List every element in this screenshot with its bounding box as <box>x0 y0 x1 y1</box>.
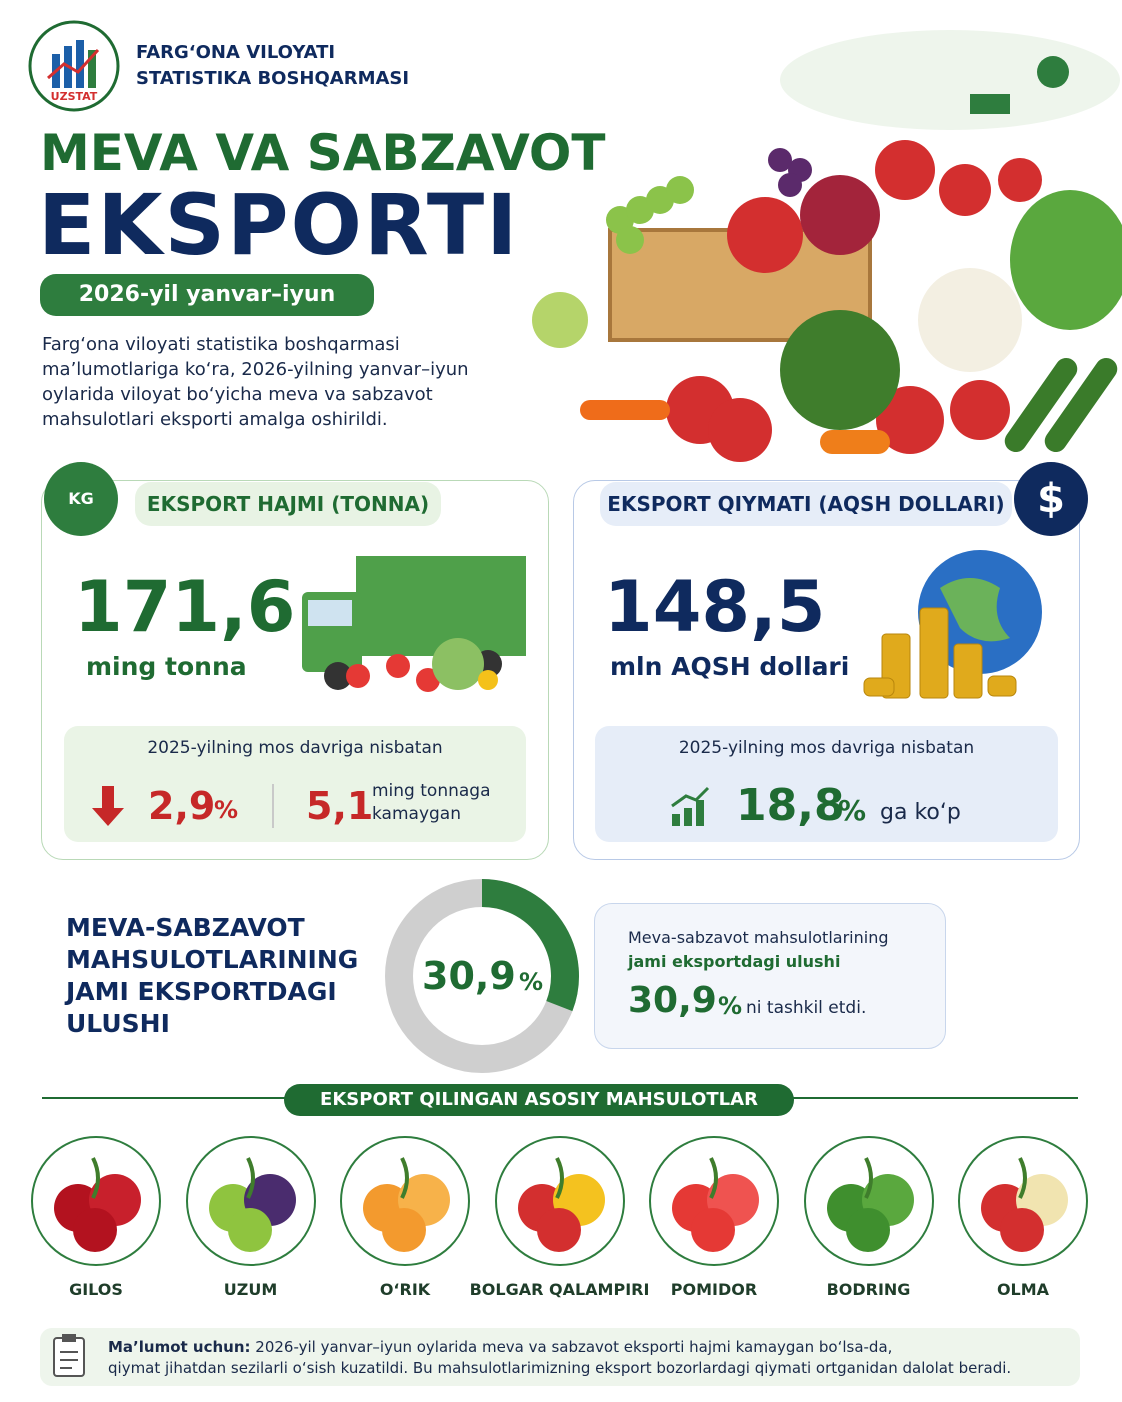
card-title: EKSPORT QIYMATI (AQSH DOLLARI) <box>600 482 1012 526</box>
product-name: POMIDOR <box>670 1280 758 1299</box>
note: ga ko‘p <box>880 800 961 825</box>
product-art <box>54 1157 141 1252</box>
intro: Farg‘ona viloyati statistika boshqarmasi… <box>42 332 469 432</box>
footer-text: Ma’lumot uchun: 2026-yil yanvar–iyun oyl… <box>108 1337 1011 1379</box>
share-card <box>594 903 946 1049</box>
icon: KG <box>44 462 118 536</box>
section-title: EKSPORT QILINGAN ASOSIY MAHSULOTLAR <box>284 1084 794 1116</box>
donut <box>385 879 579 1073</box>
card-line: jami eksportdagi ulushi <box>628 952 841 971</box>
abs-note: ming tonnaga kamaygan <box>372 780 491 826</box>
product-art <box>672 1157 759 1252</box>
period: 2026-yil yanvar–iyun <box>40 274 374 316</box>
icon: $ <box>1014 462 1088 536</box>
growth-icon <box>671 786 710 826</box>
share-suffix: ni tashkil etdi. <box>746 998 867 1018</box>
note-line: ming tonnaga <box>372 781 491 801</box>
product-name: O‘RIK <box>379 1280 431 1299</box>
down-arrow <box>92 786 124 826</box>
title: MEVA VA SABZAVOT <box>40 124 606 182</box>
product-name: OLMA <box>996 1280 1050 1299</box>
footer-label: Ma’lumot uchun: <box>108 1338 251 1356</box>
product-image <box>649 1136 779 1266</box>
abs-change: 5,1 <box>306 784 374 828</box>
note-line: kamaygan <box>372 804 461 824</box>
intro-line: oylarida viloyat bo‘yicha meva va sabzav… <box>42 384 433 405</box>
product-image <box>958 1136 1088 1266</box>
clipboard-icon <box>53 1334 85 1377</box>
share-card-text: Meva-sabzavot mahsulotlarining jami ekspo… <box>628 926 888 974</box>
heading-line: ULUSHI <box>66 1009 170 1038</box>
donut-arc <box>481 879 579 1012</box>
product-name: UZUM <box>223 1280 278 1299</box>
product-image <box>494 1136 625 1266</box>
product-art <box>208 1157 296 1252</box>
footer-line: 2026-yil yanvar–iyun oylarida meva va sa… <box>255 1338 893 1356</box>
produce-illustration <box>532 30 1122 462</box>
card-title: EKSPORT HAJMI (TONNA) <box>135 482 441 526</box>
product-image <box>340 1136 470 1266</box>
heading-line: JAMI EKSPORTDAGI <box>66 977 337 1006</box>
donut-label: 30,9 <box>422 954 516 998</box>
org-line: FARG‘ONA VILOYATI <box>136 42 336 63</box>
truck-illustration <box>302 556 526 692</box>
logo-text: UZSTAT <box>51 90 98 103</box>
change: 18,8 <box>736 780 845 831</box>
product-art <box>981 1157 1068 1252</box>
change: 2,9 <box>148 784 216 828</box>
share-heading: MEVA-SABZAVOT MAHSULOTLARINING JAMI EKSPOR… <box>66 912 358 1040</box>
title: EKSPORTI <box>38 176 520 274</box>
intro-line: Farg‘ona viloyati statistika boshqarmasi <box>42 334 400 355</box>
compare-label: 2025-yilning mos davriga nisbatan <box>147 738 443 758</box>
globe-coins-illustration <box>863 550 1042 699</box>
percent: % <box>214 796 239 824</box>
big-value: 148,5 <box>604 566 826 648</box>
heading-line: MEVA-SABZAVOT <box>66 913 305 942</box>
logo: UZSTAT <box>28 20 120 112</box>
percent: % <box>838 794 867 827</box>
heading-line: MAHSULOTLARINING <box>66 945 359 974</box>
card-line: Meva-sabzavot mahsulotlarining <box>628 928 889 947</box>
unit: ming tonna <box>86 652 247 681</box>
product-art <box>517 1157 605 1252</box>
product-art <box>826 1157 914 1252</box>
product-name: BODRING <box>826 1280 911 1299</box>
share-percent: % <box>718 992 743 1020</box>
intro-line: mahsulotlari eksporti amalga oshirildi. <box>42 409 388 430</box>
divider <box>272 784 274 828</box>
product-image <box>31 1136 161 1266</box>
product-image <box>803 1136 934 1266</box>
org: FARG‘ONA VILOYATI STATISTIKA BOSHQARMASI <box>136 40 409 92</box>
compare-label: 2025-yilning mos davriga nisbatan <box>678 738 975 758</box>
unit: mln AQSH dollari <box>610 652 850 681</box>
big-value: 171,6 <box>74 566 296 648</box>
intro-line: ma’lumotlariga ko‘ra, 2026-yilning yanva… <box>42 359 469 380</box>
product-name: GILOS <box>69 1280 123 1299</box>
share-value: 30,9 <box>628 980 717 1021</box>
product-name: BOLGAR QALAMPIRI <box>469 1280 650 1299</box>
compare-box <box>64 726 526 842</box>
product-image <box>185 1136 316 1266</box>
product-art <box>363 1157 450 1252</box>
donut-percent: % <box>519 968 544 996</box>
footer-line: qiymat jihatdan sezilarli o‘sish kuzatil… <box>108 1359 1012 1377</box>
footer <box>40 1328 1080 1386</box>
org-line: STATISTIKA BOSHQARMASI <box>136 68 410 89</box>
